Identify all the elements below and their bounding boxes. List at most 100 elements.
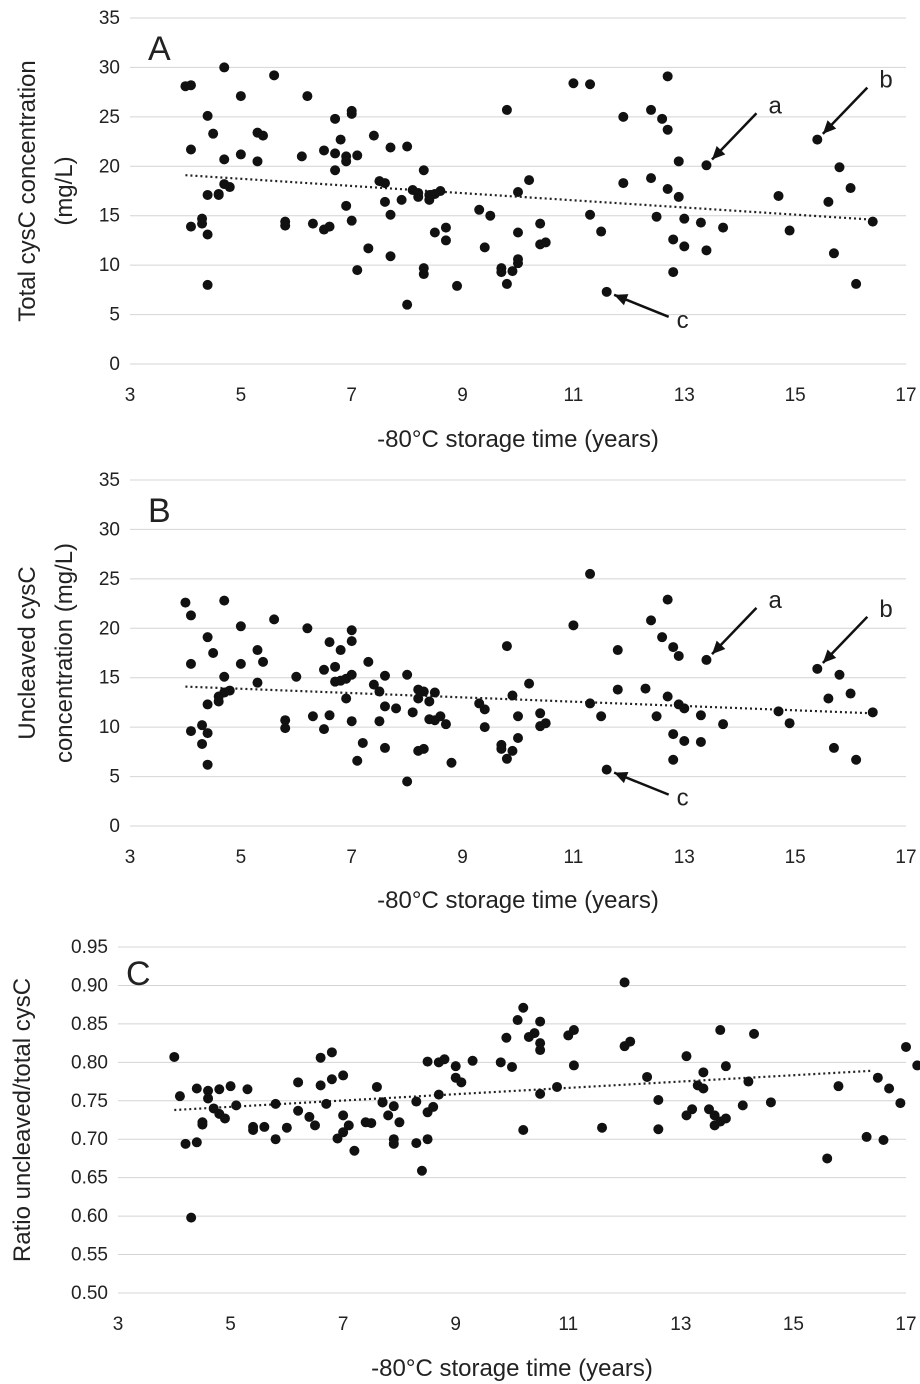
data-point	[651, 711, 662, 722]
data-point	[235, 621, 246, 632]
data-point	[673, 156, 684, 167]
data-point	[346, 716, 357, 727]
data-point	[429, 227, 440, 238]
data-point	[646, 104, 657, 115]
data-point	[422, 1134, 433, 1145]
data-point	[341, 200, 352, 211]
x-tick-label: 11	[564, 847, 584, 868]
x-axis-label: -80°C storage time (years)	[371, 1355, 653, 1382]
data-point	[352, 150, 363, 161]
trendline	[185, 685, 873, 715]
data-point	[479, 242, 490, 253]
data-point	[507, 266, 518, 277]
data-point	[371, 1081, 382, 1092]
data-point	[319, 664, 329, 675]
data-point	[720, 1061, 731, 1072]
data-point	[310, 1120, 320, 1131]
data-point	[296, 151, 307, 162]
y-axis-label: concentration (mg/L)	[51, 543, 78, 763]
data-point	[851, 754, 862, 765]
data-point	[208, 128, 219, 139]
data-point	[321, 1098, 332, 1109]
data-point	[720, 1113, 731, 1124]
y-tick-label: 0.65	[71, 1168, 108, 1189]
data-point	[402, 141, 413, 152]
data-point	[695, 736, 706, 747]
data-point	[507, 745, 518, 756]
data-point	[529, 1028, 540, 1039]
data-point	[695, 710, 706, 721]
data-point	[330, 148, 341, 159]
data-point	[185, 610, 196, 621]
y-tick-label: 35	[99, 470, 120, 491]
data-point	[673, 650, 684, 661]
data-point	[601, 286, 612, 297]
annotation-arrowhead-a	[712, 146, 726, 160]
x-tick-label: 15	[785, 385, 806, 406]
data-point	[379, 742, 390, 753]
data-point	[446, 757, 457, 768]
data-point	[662, 691, 673, 702]
data-point	[773, 706, 784, 717]
data-point	[834, 162, 845, 173]
data-point	[363, 243, 374, 254]
data-point	[845, 183, 856, 194]
annotation-arrowhead-c	[614, 771, 629, 784]
data-point	[315, 1080, 326, 1091]
annotation-label-a: a	[768, 587, 782, 614]
data-point	[851, 278, 862, 289]
data-point	[501, 753, 512, 764]
data-point	[302, 91, 313, 102]
data-point	[174, 1091, 185, 1102]
data-point	[749, 1028, 760, 1039]
y-tick-label: 30	[99, 519, 120, 540]
data-point	[291, 671, 302, 682]
data-point	[901, 1041, 911, 1052]
data-point	[324, 221, 335, 232]
y-tick-label: 25	[99, 107, 120, 128]
data-point	[784, 718, 795, 729]
x-tick-label: 7	[346, 385, 357, 406]
data-point	[845, 688, 856, 699]
data-point	[518, 1124, 529, 1135]
y-tick-label: 0	[109, 354, 120, 375]
x-tick-label: 5	[236, 385, 247, 406]
data-point	[895, 1098, 906, 1109]
data-point	[225, 1081, 236, 1092]
data-point	[435, 711, 446, 722]
annotation-arrowhead-b	[822, 649, 837, 664]
x-tick-label: 15	[783, 1314, 804, 1335]
data-point	[224, 182, 235, 193]
data-point	[535, 1088, 546, 1099]
data-point	[828, 248, 839, 259]
data-point	[524, 678, 535, 689]
data-point	[388, 1138, 399, 1149]
data-point	[185, 144, 196, 155]
data-point	[784, 225, 795, 236]
data-point	[402, 299, 413, 310]
data-point	[679, 703, 690, 714]
data-point	[501, 104, 512, 115]
data-point	[585, 79, 596, 90]
data-point	[269, 614, 280, 625]
x-tick-label: 3	[113, 1314, 124, 1335]
data-point	[418, 743, 429, 754]
data-point	[657, 632, 668, 643]
data-point	[668, 729, 679, 740]
data-point	[224, 685, 235, 696]
y-axis-label: (mg/L)	[51, 156, 78, 225]
data-point	[668, 642, 679, 653]
data-point	[185, 726, 196, 737]
data-point	[568, 1060, 579, 1071]
data-point	[338, 1110, 349, 1121]
data-point	[433, 1089, 444, 1100]
data-point	[435, 186, 446, 196]
data-point	[834, 669, 845, 680]
x-tick-label: 7	[346, 847, 357, 868]
data-point	[867, 707, 878, 718]
y-tick-label: 0.50	[71, 1283, 108, 1304]
data-point	[496, 743, 507, 754]
y-tick-label: 25	[99, 569, 120, 590]
data-point	[662, 124, 673, 135]
